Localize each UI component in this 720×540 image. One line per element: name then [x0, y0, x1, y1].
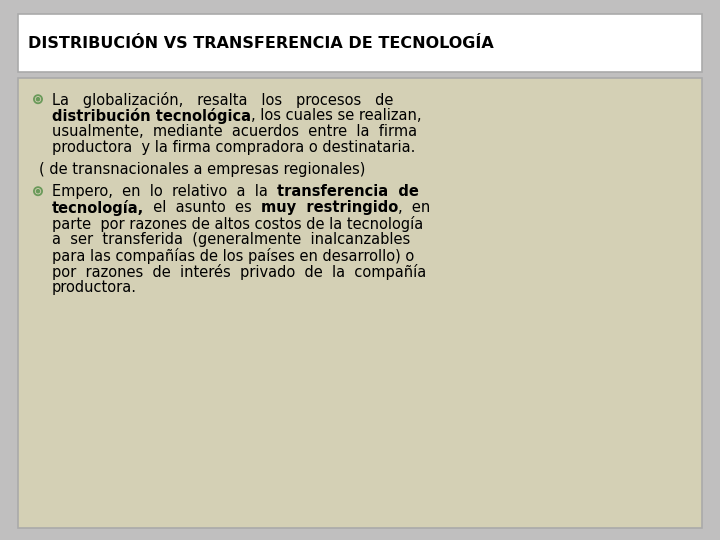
FancyBboxPatch shape: [18, 78, 702, 528]
Circle shape: [37, 98, 40, 101]
Text: DISTRIBUCIÓN VS TRANSFERENCIA DE TECNOLOGÍA: DISTRIBUCIÓN VS TRANSFERENCIA DE TECNOLO…: [28, 36, 494, 51]
Text: a  ser  transferida  (generalmente  inalcanzables: a ser transferida (generalmente inalcanz…: [52, 232, 410, 247]
Text: transferencia  de: transferencia de: [277, 184, 419, 199]
Circle shape: [37, 190, 40, 193]
Text: productora.: productora.: [52, 280, 137, 295]
Text: Empero,  en  lo  relativo  a  la: Empero, en lo relativo a la: [52, 184, 277, 199]
Text: La   globalización,   resalta   los   procesos   de: La globalización, resalta los procesos d…: [52, 92, 393, 108]
Text: ,  en: , en: [398, 200, 431, 215]
Text: para las compañías de los países en desarrollo) o: para las compañías de los países en desa…: [52, 248, 414, 264]
Text: muy  restringido: muy restringido: [261, 200, 398, 215]
Text: tecnología,: tecnología,: [52, 200, 144, 216]
FancyBboxPatch shape: [18, 14, 702, 72]
Text: por  razones  de  interés  privado  de  la  compañía: por razones de interés privado de la com…: [52, 264, 426, 280]
Text: distribución tecnológica: distribución tecnológica: [52, 108, 251, 124]
Text: , los cuales se realizan,: , los cuales se realizan,: [251, 108, 421, 123]
Text: el  asunto  es: el asunto es: [144, 200, 261, 215]
Text: parte  por razones de altos costos de la tecnología: parte por razones de altos costos de la …: [52, 216, 423, 232]
Text: productora  y la firma compradora o destinataria.: productora y la firma compradora o desti…: [52, 140, 415, 155]
Text: usualmente,  mediante  acuerdos  entre  la  firma: usualmente, mediante acuerdos entre la f…: [52, 124, 417, 139]
Text: ( de transnacionales a empresas regionales): ( de transnacionales a empresas regional…: [39, 162, 365, 177]
